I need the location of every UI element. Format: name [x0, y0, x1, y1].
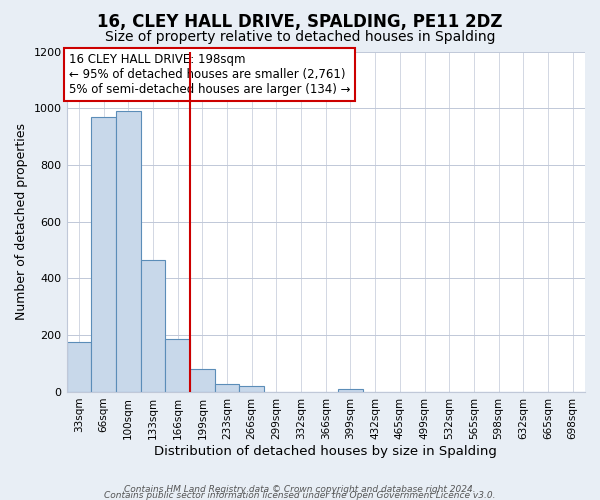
Text: Contains public sector information licensed under the Open Government Licence v3: Contains public sector information licen…	[104, 491, 496, 500]
Bar	[91, 117, 116, 392]
Bar	[190, 370, 215, 392]
Bar	[67, 342, 91, 392]
Text: 16, CLEY HALL DRIVE, SPALDING, PE11 2DZ: 16, CLEY HALL DRIVE, SPALDING, PE11 2DZ	[97, 12, 503, 30]
Text: 16 CLEY HALL DRIVE: 198sqm
← 95% of detached houses are smaller (2,761)
5% of se: 16 CLEY HALL DRIVE: 198sqm ← 95% of deta…	[69, 53, 350, 96]
X-axis label: Distribution of detached houses by size in Spalding: Distribution of detached houses by size …	[154, 444, 497, 458]
Bar	[215, 384, 239, 392]
Bar	[165, 340, 190, 392]
Y-axis label: Number of detached properties: Number of detached properties	[15, 123, 28, 320]
Bar	[140, 260, 165, 392]
Bar	[338, 388, 363, 392]
Text: Size of property relative to detached houses in Spalding: Size of property relative to detached ho…	[105, 30, 495, 44]
Bar	[239, 386, 264, 392]
Bar	[116, 111, 140, 392]
Text: Contains HM Land Registry data © Crown copyright and database right 2024.: Contains HM Land Registry data © Crown c…	[124, 485, 476, 494]
